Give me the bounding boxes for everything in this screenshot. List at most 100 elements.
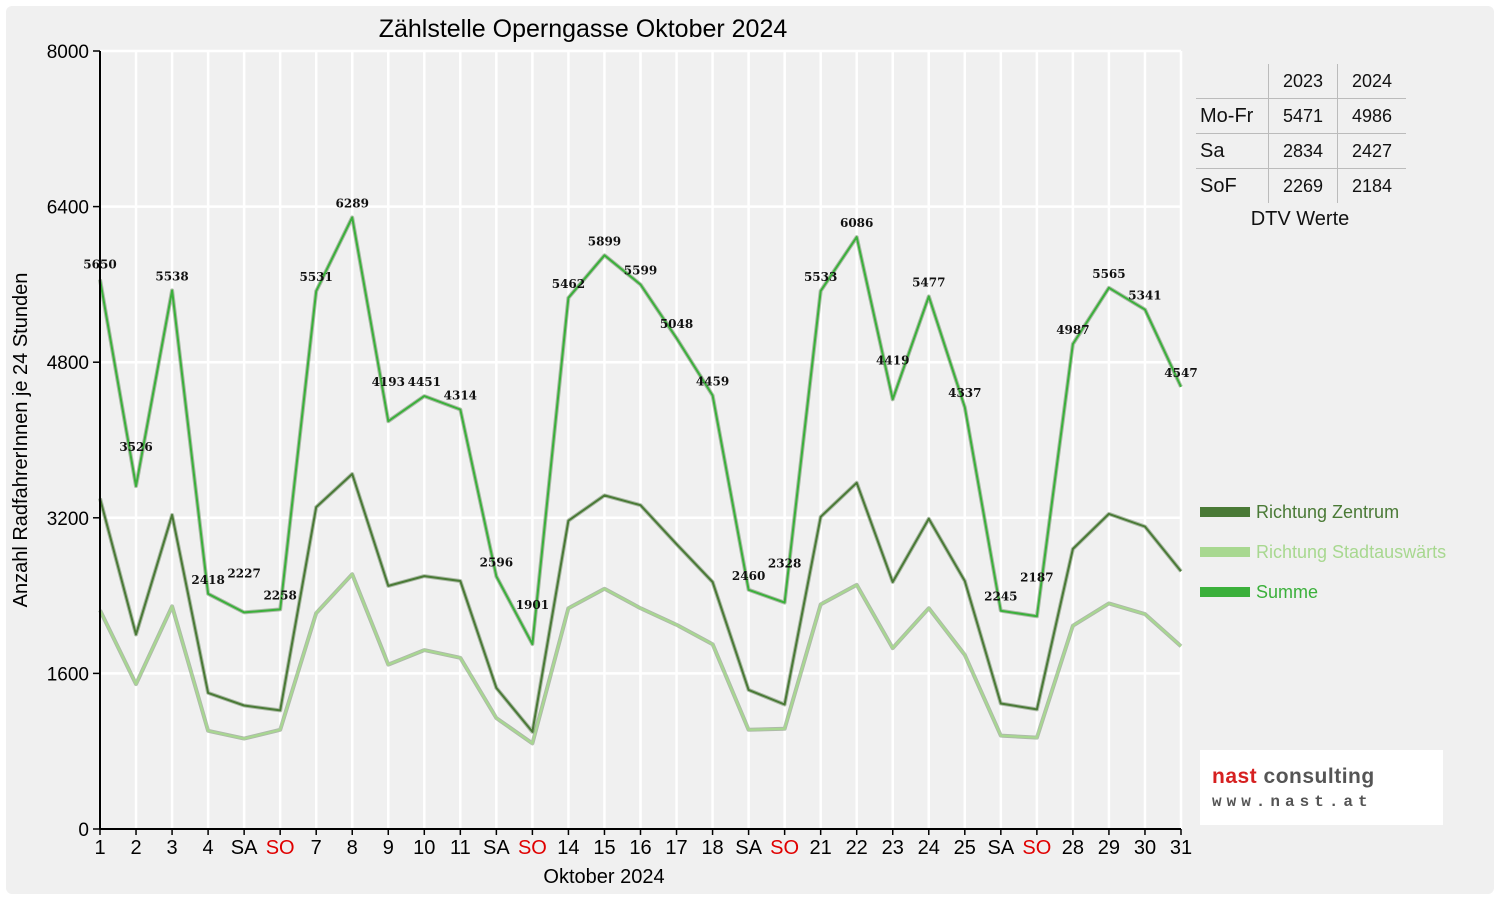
legend-item-summe: Summe bbox=[1200, 572, 1446, 612]
y-tick-label: 1600 bbox=[47, 664, 89, 685]
dtv-row: Mo-Fr 5471 4986 bbox=[1196, 98, 1406, 134]
series-line-summe bbox=[99, 216, 1182, 646]
data-label: 5341 bbox=[1128, 289, 1161, 303]
logo-url: www.nast.at bbox=[1212, 793, 1373, 811]
logo-wordmark-nast: nast bbox=[1212, 765, 1258, 788]
data-label: 5899 bbox=[588, 234, 621, 248]
legend-item-zentrum: Richtung Zentrum bbox=[1200, 492, 1446, 532]
x-tick-label: 18 bbox=[701, 837, 723, 859]
x-tick-label: 16 bbox=[629, 837, 651, 859]
x-tick-label: 14 bbox=[557, 837, 579, 859]
x-axis-label: Oktober 2024 bbox=[543, 866, 664, 888]
x-tick-label: 30 bbox=[1134, 837, 1156, 859]
legend-swatch-stadtauswaerts bbox=[1200, 547, 1250, 557]
data-label: 2328 bbox=[768, 557, 801, 571]
dtv-header-2023: 2023 bbox=[1268, 64, 1338, 99]
dtv-header-row: 2023 2024 bbox=[1196, 64, 1406, 99]
data-label: 2245 bbox=[984, 590, 1017, 604]
legend-item-stadtauswaerts: Richtung Stadtauswärts bbox=[1200, 532, 1446, 572]
dtv-table: 2023 2024 Mo-Fr 5471 4986 Sa 2834 2427 S… bbox=[1196, 64, 1406, 203]
logo-wordmark: nast consulting bbox=[1212, 765, 1375, 789]
data-label: 6086 bbox=[840, 216, 873, 230]
y-tick-label: 8000 bbox=[47, 42, 89, 63]
x-tick-label: 28 bbox=[1062, 837, 1084, 859]
chart-legend: Richtung Zentrum Richtung Stadtauswärts … bbox=[1200, 492, 1446, 612]
x-tick-label: SO bbox=[1022, 837, 1051, 859]
dtv-cell-2023: 5471 bbox=[1268, 98, 1338, 134]
data-label: 2460 bbox=[732, 569, 765, 583]
data-label: 5533 bbox=[804, 270, 837, 284]
data-label: 4314 bbox=[444, 388, 477, 402]
data-label: 1901 bbox=[516, 598, 549, 612]
data-label: 2227 bbox=[227, 566, 260, 580]
data-label: 2258 bbox=[263, 588, 296, 602]
data-label: 4337 bbox=[948, 386, 981, 400]
legend-swatch-zentrum bbox=[1200, 507, 1250, 517]
x-tick-label: SA bbox=[231, 837, 258, 859]
x-tick-label: 24 bbox=[918, 837, 940, 859]
x-tick-label: SA bbox=[735, 837, 762, 859]
y-tick-label: 6400 bbox=[47, 198, 89, 219]
x-tick-label: 8 bbox=[347, 837, 358, 859]
data-label: 5462 bbox=[552, 277, 585, 291]
data-label: 4193 bbox=[372, 375, 405, 389]
data-label: 4459 bbox=[696, 374, 729, 388]
dtv-row-label: SoF bbox=[1196, 168, 1269, 203]
dtv-row: SoF 2269 2184 bbox=[1196, 168, 1406, 203]
y-tick-label: 0 bbox=[78, 820, 89, 841]
data-label: 4547 bbox=[1164, 366, 1197, 380]
data-label: 3526 bbox=[119, 440, 152, 454]
x-tick-label: 4 bbox=[203, 837, 214, 859]
x-tick-label: 1 bbox=[94, 837, 105, 859]
legend-label-summe: Summe bbox=[1256, 581, 1319, 602]
dtv-caption: DTV Werte bbox=[1250, 208, 1350, 230]
data-label: 5565 bbox=[1092, 267, 1125, 281]
series-line-richtung-zentrum bbox=[99, 473, 1182, 733]
y-tick-label: 3200 bbox=[47, 509, 89, 530]
x-tick-label: 23 bbox=[882, 837, 904, 859]
dtv-header-empty bbox=[1196, 64, 1269, 99]
dtv-row-label: Mo-Fr bbox=[1196, 98, 1269, 134]
data-label: 2187 bbox=[1020, 570, 1053, 584]
legend-swatch-summe bbox=[1200, 587, 1250, 597]
data-label: 5538 bbox=[155, 269, 188, 283]
legend-label-stadtauswaerts: Richtung Stadtauswärts bbox=[1256, 541, 1447, 562]
y-axis-label: Anzahl RadfahrerInnen je 24 Stunden bbox=[10, 273, 32, 608]
data-label: 5650 bbox=[83, 258, 116, 272]
x-tick-label: 22 bbox=[846, 837, 868, 859]
x-tick-label: 10 bbox=[413, 837, 435, 859]
logo-wordmark-consulting: consulting bbox=[1263, 765, 1375, 788]
dtv-cell-2024: 2184 bbox=[1337, 168, 1406, 203]
dtv-row-label: Sa bbox=[1196, 133, 1269, 169]
x-tick-label: SA bbox=[483, 837, 510, 859]
data-label: 5599 bbox=[624, 263, 657, 277]
nast-consulting-logo: nast consulting www.nast.at bbox=[1200, 750, 1443, 825]
dtv-row: Sa 2834 2427 bbox=[1196, 133, 1406, 169]
legend-label-zentrum: Richtung Zentrum bbox=[1256, 501, 1400, 522]
x-tick-label: 29 bbox=[1098, 837, 1120, 859]
x-tick-label: 17 bbox=[665, 837, 687, 859]
x-tick-label: SO bbox=[770, 837, 799, 859]
dtv-header-2024: 2024 bbox=[1337, 64, 1406, 99]
chart-title: Zählstelle Operngasse Oktober 2024 bbox=[379, 15, 788, 43]
x-tick-label: 21 bbox=[810, 837, 832, 859]
x-tick-label: SA bbox=[987, 837, 1014, 859]
data-label: 4419 bbox=[876, 353, 909, 367]
data-label: 4987 bbox=[1056, 323, 1089, 337]
data-label: 5477 bbox=[912, 275, 945, 289]
y-tick-label: 4800 bbox=[47, 353, 89, 374]
x-tick-label: 3 bbox=[167, 837, 178, 859]
x-tick-label: 25 bbox=[954, 837, 976, 859]
x-tick-label: SO bbox=[266, 837, 295, 859]
x-tick-label: 2 bbox=[130, 837, 141, 859]
dtv-cell-2024: 2427 bbox=[1337, 133, 1406, 169]
data-label: 2596 bbox=[480, 556, 513, 570]
data-label: 5048 bbox=[660, 317, 693, 331]
data-label: 6289 bbox=[336, 196, 369, 210]
dtv-cell-2023: 2269 bbox=[1268, 168, 1338, 203]
series-line-richtung-stadtauswaerts bbox=[99, 573, 1182, 745]
dtv-cell-2024: 4986 bbox=[1337, 98, 1406, 134]
x-tick-label: 31 bbox=[1170, 837, 1192, 859]
x-tick-label: 9 bbox=[383, 837, 394, 859]
